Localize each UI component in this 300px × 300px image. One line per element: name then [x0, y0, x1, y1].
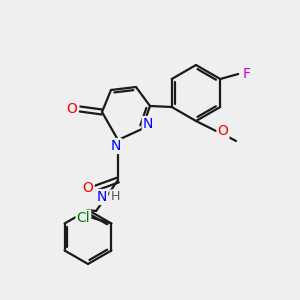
- Text: O: O: [218, 124, 228, 138]
- Text: O: O: [82, 181, 93, 195]
- Text: N: N: [97, 190, 107, 204]
- Text: H: H: [110, 190, 120, 203]
- Text: Cl: Cl: [76, 211, 90, 224]
- Text: N: N: [111, 139, 121, 153]
- Text: F: F: [242, 67, 250, 81]
- Text: N: N: [143, 117, 153, 131]
- Text: O: O: [67, 102, 77, 116]
